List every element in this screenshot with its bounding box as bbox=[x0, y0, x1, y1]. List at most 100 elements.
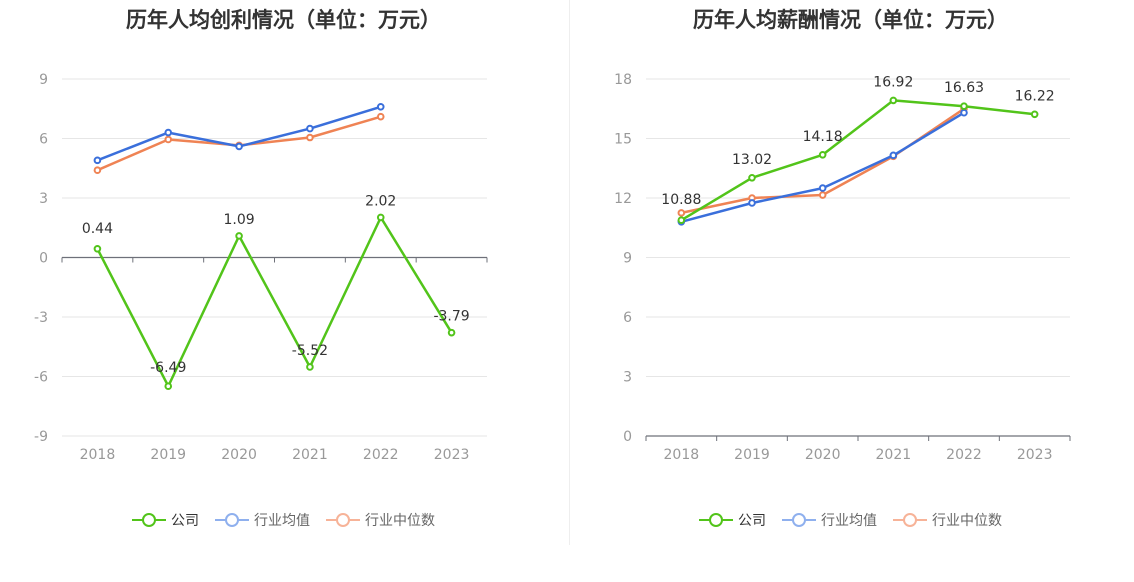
data-point bbox=[447, 328, 456, 337]
legend-label: 行业中位数 bbox=[932, 513, 1002, 529]
data-point bbox=[889, 151, 898, 160]
data-label: 2.02 bbox=[365, 193, 396, 209]
chart-title: 历年人均薪酬情况（单位：万元） bbox=[693, 8, 1008, 32]
x-tick-label: 2021 bbox=[876, 447, 912, 463]
legend-line-icon bbox=[782, 511, 816, 529]
y-tick-label: 0 bbox=[39, 251, 48, 267]
legend-dot bbox=[225, 513, 239, 527]
y-tick-label: 9 bbox=[623, 251, 632, 267]
data-label: 16.92 bbox=[873, 74, 913, 90]
data-point bbox=[306, 124, 314, 133]
data-point bbox=[164, 382, 173, 391]
y-tick-label: -6 bbox=[34, 370, 48, 386]
x-tick-label: 2018 bbox=[80, 447, 116, 463]
legend-dot bbox=[792, 513, 806, 527]
legend-item-industry-median[interactable]: 行业中位数 bbox=[326, 510, 435, 530]
data-point bbox=[93, 166, 102, 175]
legend-item-industry-mean[interactable]: 行业均值 bbox=[215, 510, 310, 530]
y-tick-label: 6 bbox=[39, 132, 48, 148]
data-label: 16.63 bbox=[944, 80, 984, 96]
data-point bbox=[960, 108, 968, 117]
data-point bbox=[306, 133, 314, 142]
data-point bbox=[235, 142, 243, 151]
data-point bbox=[748, 199, 756, 207]
x-tick-label: 2022 bbox=[946, 447, 982, 463]
x-tick-label: 2021 bbox=[292, 447, 328, 463]
legend-label: 行业中位数 bbox=[365, 513, 435, 529]
data-label: -3.79 bbox=[433, 309, 469, 325]
data-point bbox=[93, 156, 102, 165]
data-label: 0.44 bbox=[82, 221, 113, 237]
x-tick-label: 2023 bbox=[434, 447, 470, 463]
chart-legend: 公司 行业均值 行业中位数 bbox=[0, 510, 567, 530]
x-tick-label: 2020 bbox=[805, 447, 841, 463]
legend-label: 行业均值 bbox=[254, 513, 310, 529]
data-point bbox=[818, 191, 827, 199]
data-point bbox=[93, 244, 102, 253]
legend-label: 公司 bbox=[738, 513, 766, 529]
x-tick-label: 2020 bbox=[221, 447, 257, 463]
legend-line-icon bbox=[215, 511, 249, 529]
legend-dot bbox=[336, 513, 350, 527]
data-point bbox=[164, 128, 173, 137]
data-point bbox=[306, 363, 314, 371]
legend-line-icon bbox=[132, 511, 166, 529]
y-tick-label: 3 bbox=[623, 370, 632, 386]
legend-item-company[interactable]: 公司 bbox=[699, 510, 766, 530]
panel-divider bbox=[569, 0, 570, 545]
legend-item-industry-median[interactable]: 行业中位数 bbox=[893, 510, 1002, 530]
x-tick-label: 2023 bbox=[1017, 447, 1053, 463]
x-tick-label: 2018 bbox=[664, 447, 700, 463]
data-point bbox=[818, 184, 827, 192]
data-point bbox=[677, 216, 686, 225]
series-line bbox=[680, 99, 1035, 222]
chart-title: 历年人均创利情况（单位：万元） bbox=[126, 8, 441, 32]
y-tick-label: 6 bbox=[623, 310, 632, 326]
y-tick-label: 0 bbox=[623, 429, 632, 445]
legend-line-icon bbox=[699, 511, 733, 529]
data-point bbox=[376, 112, 385, 121]
data-label: -5.52 bbox=[292, 343, 328, 359]
legend-dot bbox=[903, 513, 917, 527]
y-tick-label: 3 bbox=[39, 191, 48, 207]
data-point bbox=[748, 173, 756, 182]
y-tick-label: 12 bbox=[614, 191, 632, 207]
salary-chart-panel: 历年人均薪酬情况（单位：万元） 18 15 12 9 6 3 0 2018 2019 2020 20… bbox=[567, 0, 1134, 582]
y-tick-label: 15 bbox=[614, 132, 632, 148]
series-line bbox=[96, 216, 453, 388]
data-point bbox=[376, 213, 385, 222]
y-tick-label: 9 bbox=[39, 72, 48, 88]
data-label: 16.22 bbox=[1015, 88, 1055, 104]
legend-label: 公司 bbox=[171, 513, 199, 529]
data-label: -6.49 bbox=[150, 360, 186, 376]
profit-chart-panel: 历年人均创利情况（单位：万元） 9 6 3 0 -3 -6 -9 2018 2019 2020 20… bbox=[0, 8, 567, 530]
data-point bbox=[1030, 110, 1039, 119]
x-tick-label: 2019 bbox=[734, 447, 770, 463]
data-point bbox=[889, 96, 898, 105]
data-point bbox=[164, 135, 173, 144]
x-tick-label: 2022 bbox=[363, 447, 399, 463]
x-tick-label: 2019 bbox=[150, 447, 186, 463]
data-point bbox=[677, 209, 686, 217]
legend-line-icon bbox=[893, 511, 927, 529]
data-label: 13.02 bbox=[732, 152, 772, 168]
data-point bbox=[235, 232, 243, 240]
y-tick-label: -9 bbox=[34, 429, 48, 445]
data-point bbox=[818, 150, 827, 159]
data-label: 10.88 bbox=[661, 192, 701, 208]
profit-line-chart: 9 6 3 0 -3 -6 -9 2018 2019 2020 2021 2022 2023 0.44 -6… bbox=[34, 72, 488, 463]
chart-legend: 公司 行业均值 行业中位数 bbox=[567, 510, 1134, 530]
legend-dot bbox=[142, 513, 156, 527]
y-tick-label: 18 bbox=[614, 72, 632, 88]
legend-item-company[interactable]: 公司 bbox=[132, 510, 199, 530]
data-label: 1.09 bbox=[223, 212, 254, 228]
salary-line-chart: 18 15 12 9 6 3 0 2018 2019 2020 2021 2022 2023 10.88 1… bbox=[614, 72, 1071, 463]
y-tick-label: -3 bbox=[34, 310, 48, 326]
legend-dot bbox=[709, 513, 723, 527]
legend-line-icon bbox=[326, 511, 360, 529]
data-label: 14.18 bbox=[803, 129, 843, 145]
data-point bbox=[376, 102, 385, 111]
data-point bbox=[960, 102, 968, 110]
legend-item-industry-mean[interactable]: 行业均值 bbox=[782, 510, 877, 530]
legend-label: 行业均值 bbox=[821, 513, 877, 529]
